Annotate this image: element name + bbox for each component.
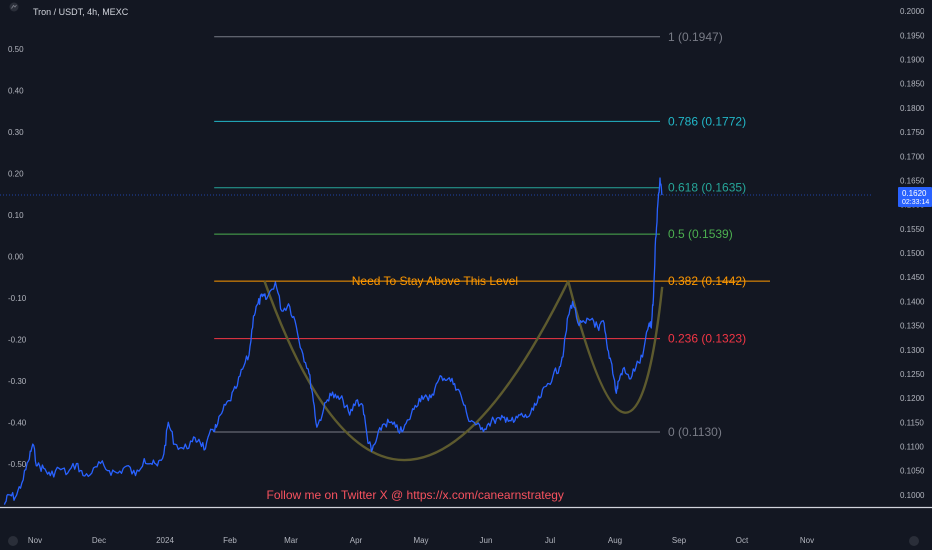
fib-level-label: 1 (0.1947) (668, 30, 723, 44)
annotation-text: Need To Stay Above This Level (352, 274, 518, 288)
fibonacci-retracement[interactable]: 1 (0.1947) 0.786 (0.1772) 0.618 (0.1635) 0.… (214, 30, 770, 439)
settings-gear-icon (909, 536, 919, 546)
fib-level-label: 0.236 (0.1323) (668, 332, 746, 346)
time-axis-tick: Apr (350, 536, 363, 545)
right-axis-tick: 0.1550 (900, 225, 925, 234)
time-axis-tick: May (413, 536, 428, 545)
right-axis-tick: 0.1150 (900, 418, 924, 427)
cup-curve (567, 280, 664, 414)
time-axis-tick: 2024 (156, 536, 174, 545)
price-line-group (0, 177, 872, 505)
fib-level-label: 0.618 (0.1635) (668, 181, 746, 195)
right-axis-tick: 0.1200 (900, 394, 925, 403)
right-axis-background (872, 0, 932, 530)
left-axis-tick: -0.30 (8, 377, 27, 386)
time-axis-tick: Feb (223, 536, 237, 545)
left-axis-tick: -0.40 (8, 419, 27, 428)
time-axis-tick: Oct (736, 536, 749, 545)
right-axis-tick: 0.1050 (900, 467, 925, 476)
time-axis-tick: Mar (284, 536, 298, 545)
time-axis-tick: Nov (800, 536, 814, 545)
fib-level-label: 0.786 (0.1772) (668, 114, 746, 128)
time-axis-background (0, 507, 932, 550)
right-axis-tick: 0.1400 (900, 297, 925, 306)
right-axis-tick: 0.1700 (900, 152, 925, 161)
right-axis-tick: 0.1800 (900, 104, 925, 113)
left-axis-tick: -0.50 (8, 460, 27, 469)
tradingview-logo-icon[interactable] (9, 2, 19, 12)
price-tag-countdown: 02:33:14 (902, 199, 929, 206)
time-axis-tick: Aug (608, 536, 622, 545)
right-axis-tick: 0.1300 (900, 346, 925, 355)
symbol-legend: Tron / USDT, 4h, MEXC (33, 7, 129, 17)
left-percent-axis: 0.50 0.40 0.30 0.20 0.10 0.00 -0.10 -0.20 -0.30 -… (8, 45, 27, 469)
fib-level-label: 0.382 (0.1442) (668, 274, 746, 288)
price-tag-box (898, 186, 932, 207)
left-axis-tick: 0.50 (8, 45, 24, 54)
fib-level-label: 0 (0.1130) (668, 425, 722, 439)
right-axis-tick: 0.2000 (900, 7, 925, 16)
time-axis-tick: Jul (545, 536, 555, 545)
left-axis-tick: 0.10 (8, 211, 24, 220)
right-axis-tick: 0.1100 (900, 443, 924, 452)
right-axis-tick: 0.1650 (900, 176, 925, 185)
right-axis-tick: 0.1250 (900, 370, 925, 379)
annotation-text: Follow me on Twitter X @ https://x.com/c… (267, 488, 564, 502)
left-axis-tick: 0.40 (8, 87, 24, 96)
cup-and-handle-curves[interactable] (263, 280, 664, 461)
time-axis-tick: Nov (28, 536, 42, 545)
right-axis-tick: 0.1000 (900, 491, 925, 500)
right-axis-tick: 0.1950 (900, 31, 925, 40)
right-axis-tick: 0.1350 (900, 322, 925, 331)
left-axis-tick: -0.10 (8, 294, 27, 303)
time-axis-tick: Jun (480, 536, 493, 545)
price-line (3, 177, 663, 505)
left-axis-tick: -0.20 (8, 336, 27, 345)
timezone-icon (8, 536, 18, 546)
right-axis-tick: 0.1450 (900, 273, 925, 282)
left-axis-tick: 0.00 (8, 253, 24, 262)
left-axis-tick: 0.20 (8, 170, 24, 179)
left-axis-tick: 0.30 (8, 128, 24, 137)
fib-level-label: 0.5 (0.1539) (668, 227, 733, 241)
right-axis-tick: 0.1750 (900, 128, 925, 137)
time-axis-tick: Sep (672, 536, 687, 545)
price-tag-value: 0.1620 (902, 189, 927, 198)
annotations: Need To Stay Above This Level Follow me o… (267, 274, 564, 502)
right-price-axis[interactable]: 0.2000 0.1950 0.1900 0.1850 0.1800 0.1750 0.17… (872, 0, 932, 530)
right-axis-tick: 0.1850 (900, 80, 925, 89)
right-axis-tick: 0.1500 (900, 249, 925, 258)
time-axis[interactable]: Nov Dec 2024 Feb Mar Apr May Jun Jul Aug Sep Oct Nov (0, 506, 932, 550)
cup-curve (263, 280, 570, 461)
right-axis-tick: 0.1900 (900, 56, 925, 65)
time-axis-tick: Dec (92, 536, 106, 545)
